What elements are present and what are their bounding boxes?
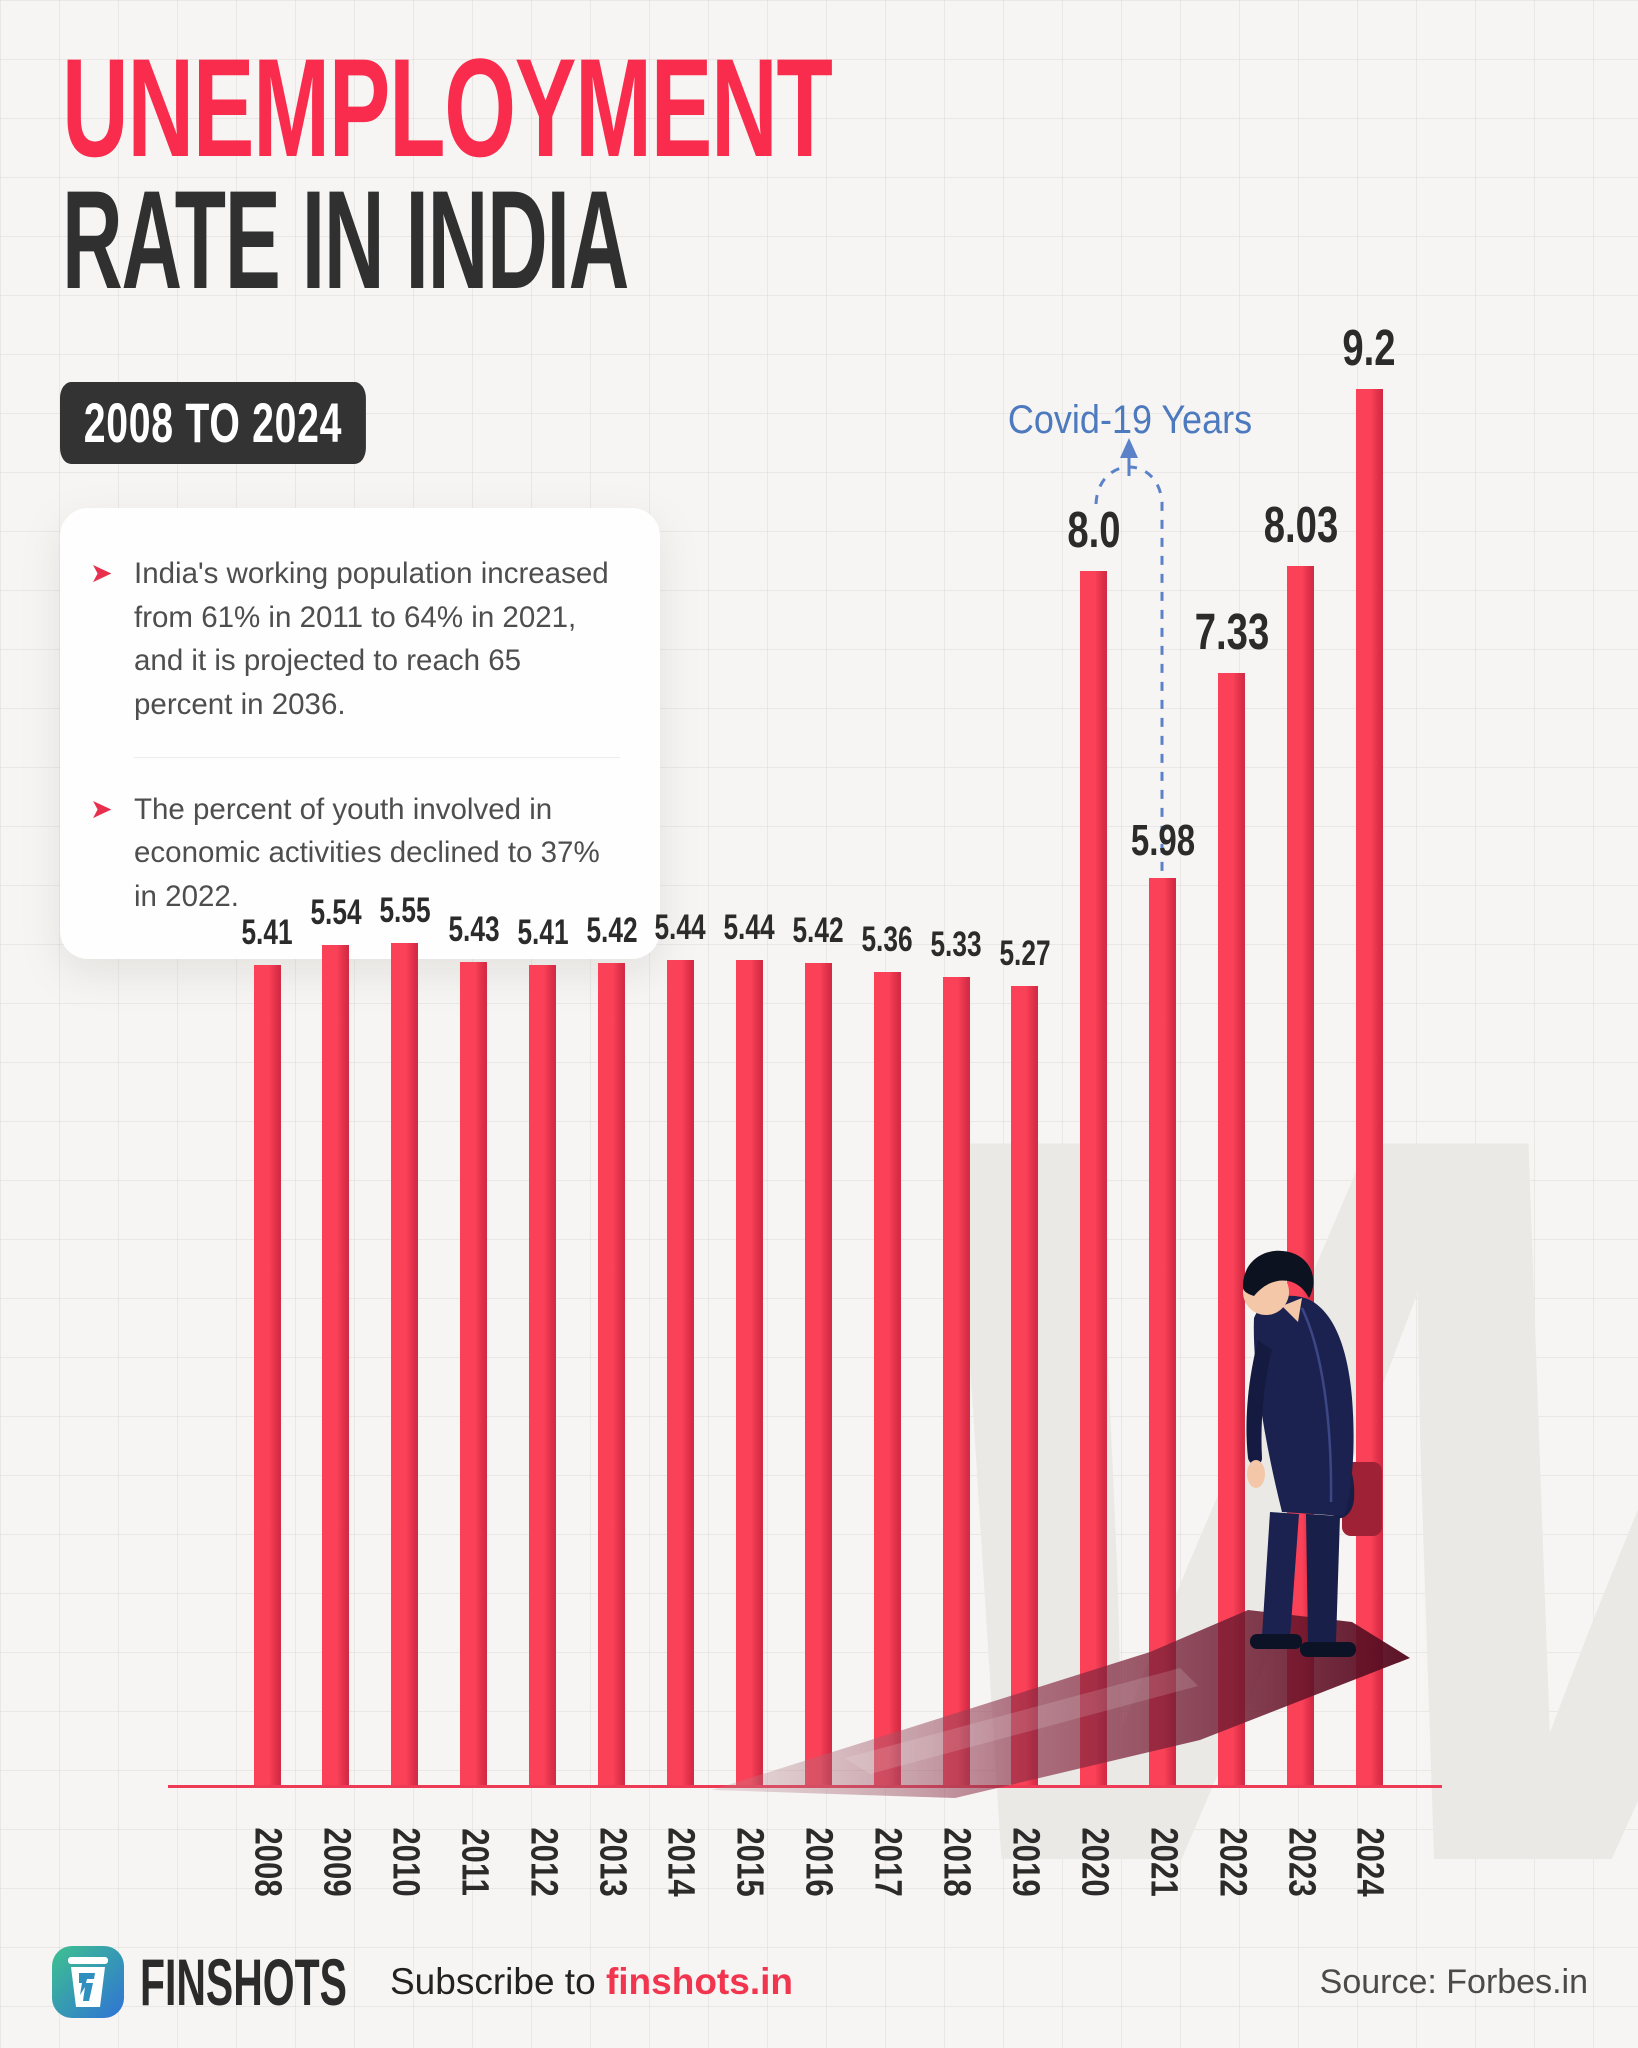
x-axis-year-label: 2018 — [935, 1827, 978, 1897]
highlights-card: ➤ India's working population increased f… — [60, 508, 660, 959]
bar-2018 — [942, 977, 970, 1787]
highlight-item: ➤ India's working population increased f… — [90, 552, 620, 727]
background-watermark-w: W — [880, 980, 1638, 2020]
arrow-bullet-icon: ➤ — [90, 558, 113, 588]
page-title-line2: RATE IN INDIA — [62, 160, 629, 318]
x-axis-year-label: 2011 — [453, 1828, 496, 1896]
bar-value-label: 5.27 — [999, 934, 1051, 973]
x-axis-year-label: 2021 — [1142, 1827, 1185, 1897]
bar-2009 — [322, 945, 350, 1787]
bar-value-label: 5.42 — [792, 911, 844, 950]
bar-value-label: 5.33 — [930, 925, 982, 964]
finshots-link[interactable]: finshots.in — [605, 1961, 793, 2002]
x-axis-year-label: 2010 — [384, 1827, 427, 1897]
x-axis-year-label: 2012 — [522, 1827, 565, 1897]
bar-2024 — [1355, 389, 1383, 1787]
bar-2019 — [1011, 986, 1039, 1787]
bar-value-label: 7.33 — [1194, 603, 1269, 660]
subscribe-prefix: Subscribe to — [390, 1961, 606, 2002]
x-axis-year-label: 2017 — [866, 1827, 909, 1897]
period-badge: 2008 TO 2024 — [60, 382, 366, 464]
x-axis-year-label: 2022 — [1211, 1827, 1254, 1897]
source-credit: Source: Forbes.in — [1319, 1963, 1588, 2001]
bar-2011 — [460, 962, 488, 1787]
card-divider — [134, 756, 620, 758]
bar-2008 — [253, 965, 281, 1787]
page-title: UNEMPLOYMENT RATE IN INDIA — [62, 29, 1228, 318]
x-axis-year-label: 2016 — [797, 1827, 840, 1897]
bar-2016 — [804, 963, 832, 1787]
x-axis-year-label: 2009 — [315, 1827, 358, 1897]
x-axis-year-label: 2008 — [246, 1827, 289, 1897]
coffee-cup-icon — [68, 1957, 108, 2007]
x-axis-year-label: 2019 — [1004, 1827, 1047, 1897]
covid-years-label: Covid-19 Years — [1007, 398, 1253, 442]
x-axis-year-label: 2020 — [1073, 1827, 1116, 1897]
bar-value-label: 5.98 — [1130, 816, 1195, 865]
bar-value-label: 5.55 — [379, 891, 431, 930]
bar-2023 — [1287, 566, 1314, 1787]
bar-2022 — [1218, 673, 1246, 1787]
subscribe-text: Subscribe to finshots.in — [390, 1946, 793, 2018]
brand-name: FINSHOTS — [140, 1945, 347, 2019]
bar-2010 — [391, 943, 419, 1787]
bar-value-label: 8.03 — [1263, 496, 1338, 553]
x-axis-year-label: 2013 — [591, 1827, 633, 1897]
x-axis-line — [168, 1785, 1442, 1788]
bar-2012 — [529, 965, 557, 1787]
bar-value-label: 5.43 — [448, 910, 500, 949]
finshots-logo — [52, 1946, 124, 2018]
bar-2015 — [735, 960, 763, 1787]
bar-value-label: 8.0 — [1067, 501, 1121, 558]
bar-value-label: 5.41 — [241, 913, 293, 952]
bar-2014 — [666, 960, 694, 1787]
bar-value-label: 5.54 — [310, 893, 362, 932]
highlight-item: ➤ The percent of youth involved in econo… — [90, 788, 620, 919]
highlight-text: The percent of youth involved in economi… — [134, 792, 600, 913]
bar-value-label: 5.41 — [517, 913, 569, 952]
bar-value-label: 9.2 — [1342, 319, 1396, 376]
x-axis-year-label: 2023 — [1280, 1827, 1322, 1897]
page-title-line1: UNEMPLOYMENT — [62, 29, 833, 186]
bar-value-label: 5.42 — [585, 911, 638, 950]
highlight-text: India's working population increased fro… — [134, 557, 609, 721]
bar-2013 — [598, 963, 625, 1787]
bar-value-label: 5.36 — [861, 920, 913, 959]
x-axis-year-label: 2024 — [1348, 1827, 1391, 1897]
bar-2017 — [873, 972, 901, 1787]
x-axis-year-label: 2014 — [659, 1827, 702, 1897]
bar-value-label: 5.44 — [654, 908, 706, 947]
x-axis-year-label: 2015 — [728, 1827, 771, 1897]
bar-value-label: 5.44 — [723, 908, 775, 947]
arrow-bullet-icon: ➤ — [90, 793, 113, 824]
bar-2020 — [1080, 571, 1108, 1787]
bar-2021 — [1149, 878, 1177, 1787]
